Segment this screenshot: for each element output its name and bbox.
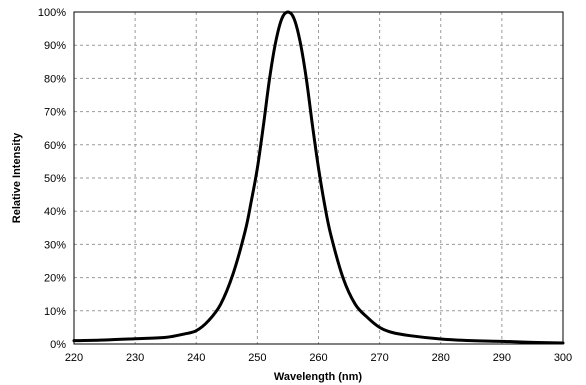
y-tick-label: 10% bbox=[44, 306, 66, 318]
y-tick-label: 20% bbox=[44, 273, 66, 285]
plot-frame bbox=[73, 11, 564, 345]
x-tick-label: 220 bbox=[65, 352, 83, 364]
y-tick-label: 90% bbox=[44, 40, 66, 52]
x-tick-label: 270 bbox=[370, 352, 388, 364]
y-tick-label: 0% bbox=[50, 339, 66, 351]
x-axis-title: Wavelength (nm) bbox=[274, 371, 363, 383]
tick-labels: 220 230 240 250 260 270 280 290 300 0% 10% 20% 30% 40… bbox=[38, 7, 572, 364]
x-tick-label: 290 bbox=[493, 352, 511, 364]
y-tick-label: 80% bbox=[44, 73, 66, 85]
x-tick-label: 280 bbox=[432, 352, 450, 364]
y-tick-label: 30% bbox=[44, 239, 66, 251]
y-tick-label: 60% bbox=[44, 140, 66, 152]
x-tick-label: 230 bbox=[126, 352, 144, 364]
y-axis-title: Relative Intensity bbox=[11, 132, 23, 223]
x-tick-label: 260 bbox=[309, 352, 327, 364]
x-tick-label: 300 bbox=[554, 352, 572, 364]
gridlines bbox=[74, 12, 563, 344]
y-tick-label: 50% bbox=[44, 173, 66, 185]
y-tick-label: 100% bbox=[38, 7, 66, 19]
y-tick-label: 40% bbox=[44, 206, 66, 218]
x-tick-label: 250 bbox=[248, 352, 266, 364]
x-tick-label: 240 bbox=[187, 352, 205, 364]
series-line-relative-intensity bbox=[72, 10, 565, 345]
y-tick-label: 70% bbox=[44, 107, 66, 119]
